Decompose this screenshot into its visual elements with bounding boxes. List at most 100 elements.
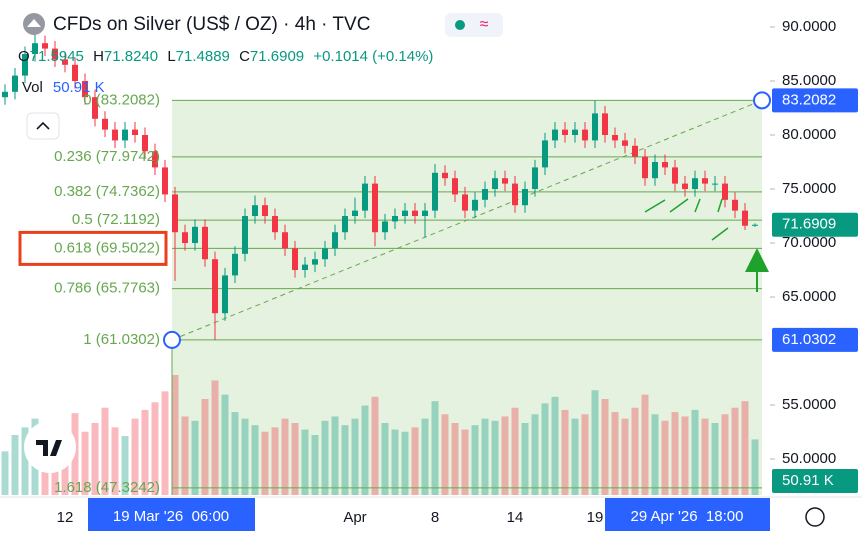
volume-bar (331, 416, 339, 495)
candle-body (262, 205, 268, 217)
candle-body (682, 183, 688, 190)
candle-body (712, 183, 718, 185)
annotation-arrow (669, 198, 689, 213)
status-badge[interactable] (445, 13, 503, 37)
candle-body (422, 210, 428, 217)
candle-body (112, 129, 118, 141)
candle-body (242, 216, 248, 254)
volume-bar (131, 418, 139, 495)
volume-bar (501, 416, 509, 495)
ohlc-readout: O71.5945 H71.8240 L71.4889 C71.6909 +0.1… (18, 48, 433, 65)
volume-bar (91, 423, 99, 495)
candle-body (552, 129, 558, 141)
candle-body (192, 226, 198, 244)
candle-body (562, 129, 568, 136)
volume-bar (1, 451, 9, 495)
h-label: H (93, 48, 104, 65)
volume-bar (361, 405, 369, 495)
y-tick-label: 65.0000 (782, 288, 836, 305)
candle-body (702, 178, 708, 184)
volume-bar (321, 420, 329, 495)
candle-body (42, 43, 48, 49)
volume-bar (641, 394, 649, 495)
open-value: 71.5945 (30, 48, 84, 65)
volume-bar (121, 436, 129, 495)
volume-bar (561, 409, 569, 495)
volume-bar (571, 418, 579, 495)
volume-bar (431, 401, 439, 495)
candle-body (182, 232, 188, 244)
candle-body (252, 205, 258, 217)
volume-bar (111, 427, 119, 495)
volume-bar (381, 423, 389, 495)
fib-label: 1.618 (47.3242) (54, 479, 160, 496)
market-open-dot (455, 20, 465, 30)
fib-label: 0.618 (69.5022) (54, 239, 160, 256)
volume-bar (201, 399, 209, 495)
x-tick-label: Apr (343, 509, 366, 526)
volume-bar (101, 407, 109, 495)
candle-body (312, 259, 318, 265)
high-value: 71.8240 (104, 48, 158, 65)
volume-bar (161, 391, 169, 495)
x-tick-label: 19 (587, 509, 604, 526)
annotation-arrow (644, 199, 666, 213)
candle-body (302, 264, 308, 271)
c-label: C (239, 48, 250, 65)
candle-body (62, 59, 68, 65)
candle-body (72, 64, 78, 82)
candle-body (672, 167, 678, 184)
y-tick-label: 70.0000 (782, 234, 836, 251)
fib-anchor (163, 330, 181, 349)
candle-body (582, 129, 588, 141)
volume-bar (481, 418, 489, 495)
volume-bar (341, 425, 349, 495)
volume-bar (181, 416, 189, 495)
y-tick-label: 75.0000 (782, 180, 836, 197)
candle-body (502, 178, 508, 184)
volume-bar (721, 414, 729, 495)
volume-bar (621, 418, 629, 495)
volume-bar (171, 375, 179, 495)
highlight-box (18, 230, 168, 266)
volume-bar (491, 420, 499, 495)
tv-logo-mark (36, 440, 62, 456)
candle-body (22, 54, 28, 76)
volume-bar (631, 407, 639, 495)
x-tick-label: 14 (507, 509, 524, 526)
volume-bar (291, 423, 299, 495)
candle-body (2, 91, 8, 98)
volume-bar (691, 409, 699, 495)
volume-bar (281, 418, 289, 495)
volume-bar (521, 423, 529, 495)
volume-bar (741, 401, 749, 495)
candle-body (492, 178, 498, 190)
target-arrow-head (745, 248, 769, 272)
volume-badge (772, 469, 858, 493)
volume-bar (391, 429, 399, 495)
volume-bar (371, 396, 379, 495)
price-badge-label: 71.6909 (782, 216, 836, 233)
candle-body (742, 210, 748, 226)
volume-bar (211, 380, 219, 495)
price-badge-label: 83.2082 (782, 91, 836, 108)
tv-logo[interactable] (24, 421, 76, 473)
candle-body (512, 183, 518, 206)
candle-body (472, 199, 478, 211)
collapse-button[interactable] (26, 112, 60, 140)
settings-icon[interactable] (805, 507, 825, 527)
candle-body (532, 167, 538, 190)
volume-bar (11, 435, 19, 495)
volume-bar (81, 431, 89, 495)
volume-bar (401, 431, 409, 495)
candle-body (292, 248, 298, 271)
close-value: 71.6909 (250, 48, 304, 65)
candle-body (642, 156, 648, 179)
axes: 90.0000 85.0000 80.0000 75.0000 70.0000 65.00… (57, 18, 858, 531)
candle-body (202, 226, 208, 260)
fib-label: 0.382 (74.7362) (54, 183, 160, 200)
candle-body (482, 189, 488, 200)
volume-readout: Vol 50.91 K (22, 79, 105, 96)
volume-bar (471, 425, 479, 495)
